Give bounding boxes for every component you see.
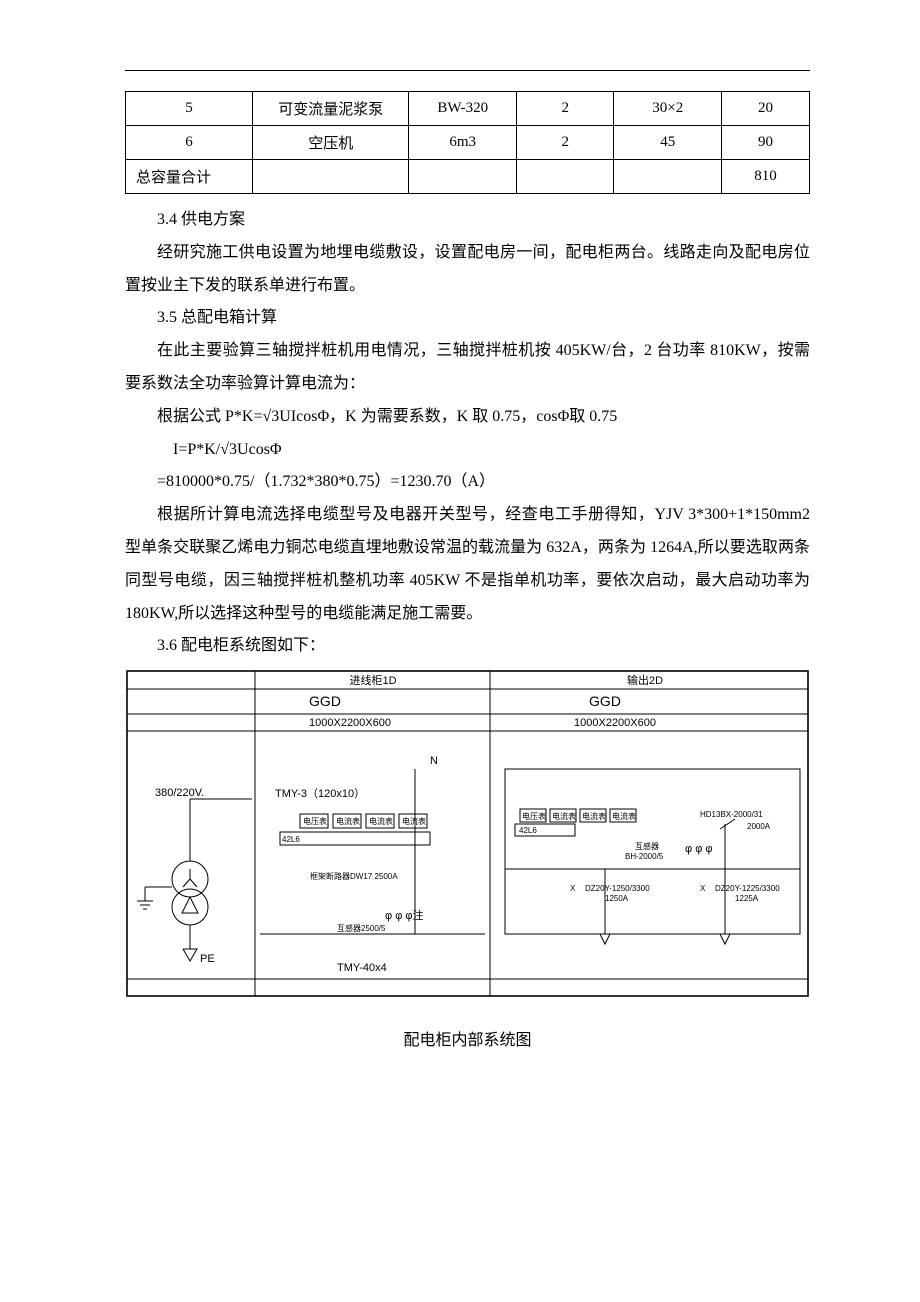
table-row: 5 可变流量泥浆泵 BW-320 2 30×2 20 (126, 92, 810, 126)
para-3-5e: 根据所计算电流选择电缆型号及电器开关型号，经查电工手册得知，YJV 3*300+… (125, 499, 810, 630)
cell: 5 (126, 92, 253, 126)
table-row-total: 总容量合计 810 (126, 160, 810, 194)
meter-group-label: 42L6 (282, 835, 300, 844)
cell: 30×2 (614, 92, 722, 126)
p2-ct: BH-2000/5 (625, 852, 664, 861)
meter-frame (280, 832, 430, 845)
frame-outer (127, 671, 808, 996)
panel1-title: 进线柜1D (349, 673, 396, 687)
meter-label: 电压表 (522, 811, 546, 821)
heading-3-6: 3.6 配电柜系统图如下： (125, 630, 810, 663)
breaker1-label: 框架断路器DW17 2500A (310, 871, 398, 881)
cell: 810 (722, 160, 810, 194)
panel2-title: 输出2D (627, 673, 663, 687)
heading-3-4: 3.4 供电方案 (125, 204, 810, 237)
schematic-container: 进线柜1D 输出2D GGD GGD 1000X2200X600 1000X22… (125, 669, 810, 1019)
meter-label: 电流表 (336, 816, 360, 826)
out-right-amp: 1225A (735, 894, 759, 903)
out-right-label: DZ20Y-1225/3300 (715, 884, 780, 893)
header-rule (125, 70, 810, 71)
para-3-5b: 根据公式 P*K=√3UIcosΦ，K 为需要系数，K 取 0.75，cosΦ取… (125, 401, 810, 434)
meter-label: 电流表 (582, 811, 606, 821)
xfmr-secondary (172, 889, 208, 925)
arrow1 (600, 934, 610, 944)
pe-label: PE (200, 953, 215, 965)
cell (409, 160, 517, 194)
meter-label: 电流表 (612, 811, 636, 821)
p2-ct-pre: 互感器 (635, 841, 659, 851)
para-3-5a: 在此主要验算三轴搅拌桩机用电情况，三轴搅拌桩机按 405KW/台，2 台功率 8… (125, 335, 810, 401)
para-3-5c: I=P*K/√3UcosΦ (125, 434, 810, 467)
meter-label: 电压表 (303, 816, 327, 826)
panel2-model: GGD (589, 693, 621, 709)
pe-arrow (183, 949, 197, 961)
cell: 45 (614, 126, 722, 160)
ct1-label: 互感器2500/5 (337, 923, 386, 933)
cell: 可变流量泥浆泵 (253, 92, 409, 126)
p2-switch-label: HD13BX-2000/31 (700, 810, 763, 819)
cell: 2 (517, 126, 614, 160)
ct-symbols: φ φ φ注 (385, 908, 424, 922)
panel1-model: GGD (309, 693, 341, 709)
distribution-schematic: 进线柜1D 输出2D GGD GGD 1000X2200X600 1000X22… (125, 669, 810, 1019)
out-left-label: DZ20Y-1250/3300 (585, 884, 650, 893)
bus-top-label: TMY-3（120x10） (275, 787, 365, 800)
meter-group2: 42L6 (519, 826, 537, 835)
cell: 2 (517, 92, 614, 126)
heading-3-5: 3.5 总配电箱计算 (125, 302, 810, 335)
table-row: 6 空压机 6m3 2 45 90 (126, 126, 810, 160)
para-3-4: 经研究施工供电设置为地埋电缆敷设，设置配电房一间，配电柜两台。线路走向及配电房位… (125, 237, 810, 303)
cell: 空压机 (253, 126, 409, 160)
para-3-5d: =810000*0.75/（1.732*380*0.75）=1230.70（A） (125, 466, 810, 499)
panel2-size: 1000X2200X600 (574, 717, 656, 729)
arrow2 (720, 934, 730, 944)
n-label: N (430, 755, 438, 767)
x-mark2: X (700, 884, 706, 893)
cell: 90 (722, 126, 810, 160)
cell (614, 160, 722, 194)
cell (517, 160, 614, 194)
panel1-size: 1000X2200X600 (309, 717, 391, 729)
y2 (183, 879, 190, 887)
meter-label: 电流表 (552, 811, 576, 821)
cell: 总容量合计 (126, 160, 253, 194)
meter-label: 电流表 (402, 816, 426, 826)
phi-icons: φ φ φ (685, 843, 713, 855)
delta (182, 897, 198, 913)
cell: 6 (126, 126, 253, 160)
p2-switch-amp: 2000A (747, 822, 771, 831)
meter-label: 电流表 (369, 816, 393, 826)
cell: BW-320 (409, 92, 517, 126)
page-container: 5 可变流量泥浆泵 BW-320 2 30×2 20 6 空压机 6m3 2 4… (0, 0, 920, 1118)
diagram-caption: 配电柜内部系统图 (125, 1025, 810, 1058)
cell: 20 (722, 92, 810, 126)
x-mark1: X (570, 884, 576, 893)
cell: 6m3 (409, 126, 517, 160)
sw-blade (720, 819, 735, 829)
equipment-table: 5 可变流量泥浆泵 BW-320 2 30×2 20 6 空压机 6m3 2 4… (125, 91, 810, 194)
y3 (190, 879, 197, 887)
out-left-amp: 1250A (605, 894, 629, 903)
voltage-label: 380/220V. (155, 787, 204, 799)
cell (253, 160, 409, 194)
bus-bottom-label: TMY-40x4 (337, 962, 387, 974)
